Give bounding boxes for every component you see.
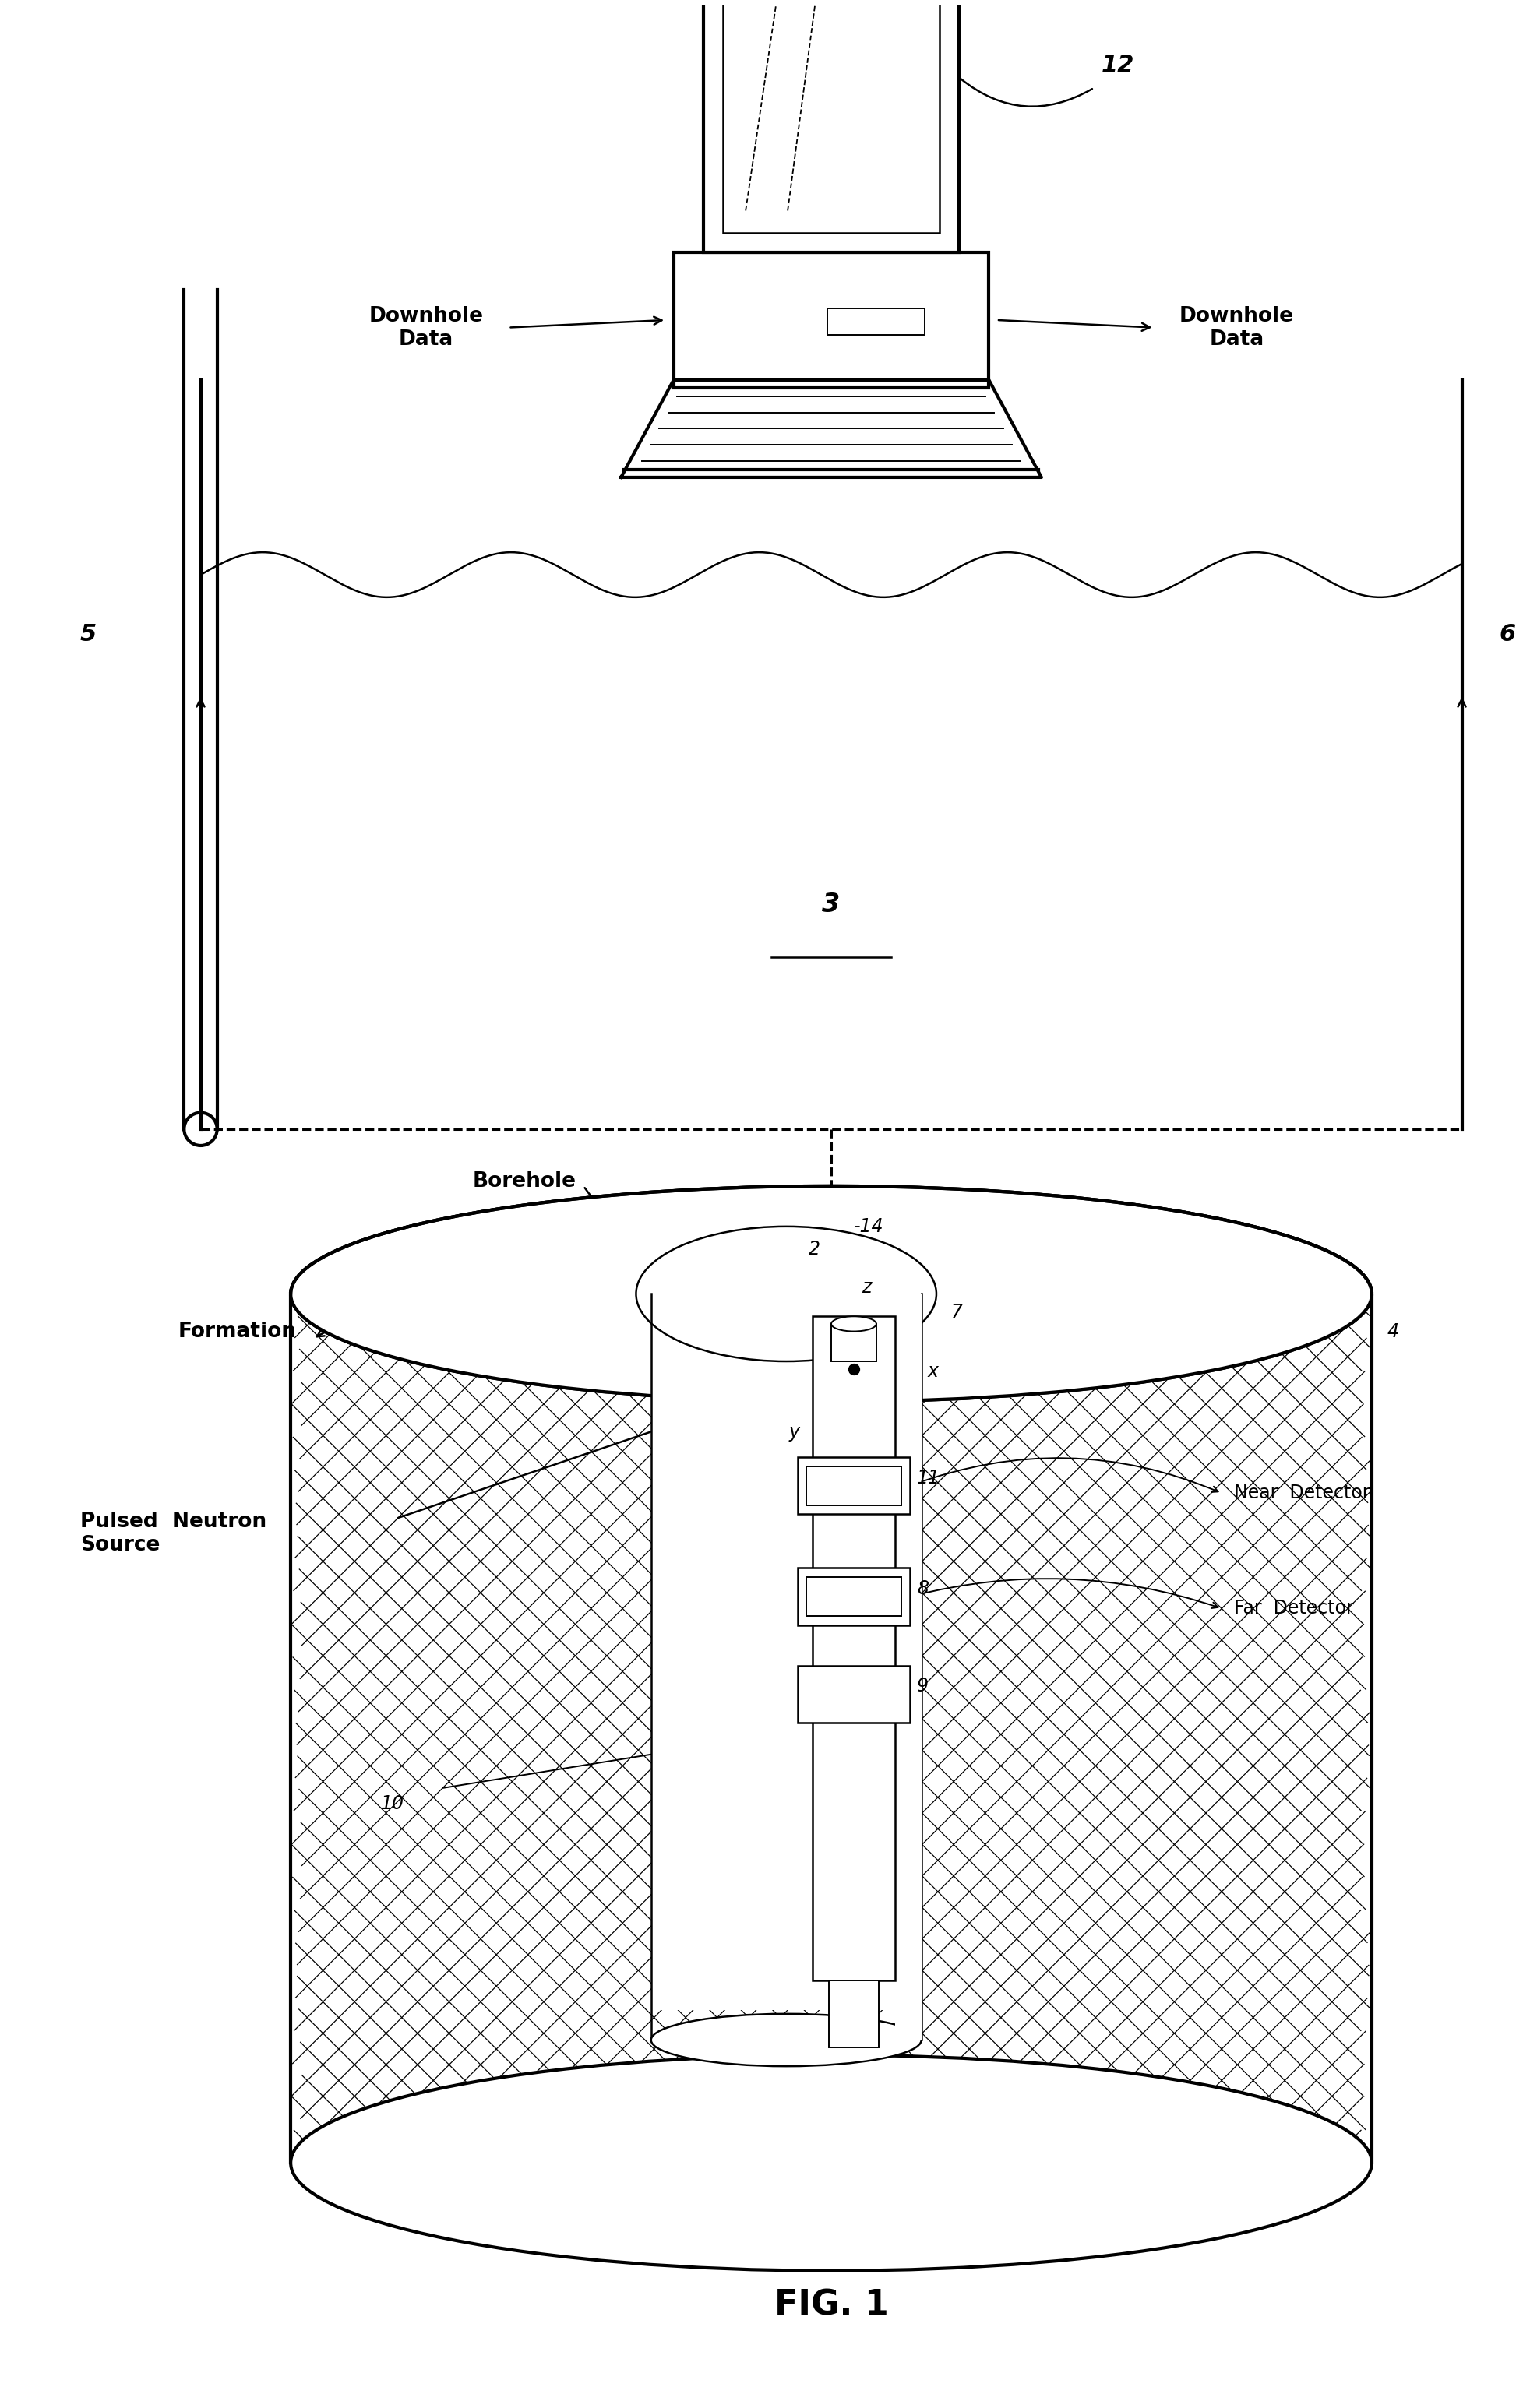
- Text: x: x: [928, 1363, 938, 1382]
- Text: Near  Detector: Near Detector: [1234, 1483, 1369, 1503]
- Bar: [798, 1568, 911, 1625]
- Text: 12: 12: [1101, 53, 1135, 77]
- Text: y: y: [789, 1423, 800, 1442]
- Ellipse shape: [291, 1187, 1372, 1401]
- Text: 3: 3: [822, 891, 841, 917]
- Text: 2: 2: [809, 1240, 821, 1259]
- Text: 4: 4: [1387, 1322, 1398, 1341]
- Ellipse shape: [832, 1317, 876, 1332]
- Text: 9: 9: [917, 1676, 929, 1695]
- Ellipse shape: [291, 1187, 1372, 1401]
- Polygon shape: [621, 380, 1042, 477]
- Text: -14: -14: [854, 1216, 883, 1235]
- Bar: [798, 1666, 911, 1722]
- Ellipse shape: [637, 1226, 937, 1361]
- Bar: [723, 0, 940, 234]
- Polygon shape: [291, 1293, 1372, 2271]
- Bar: [798, 1457, 911, 1515]
- Bar: [896, 1293, 921, 2040]
- Text: Pulsed  Neutron
Source: Pulsed Neutron Source: [81, 1512, 267, 1556]
- Bar: [832, 1324, 876, 1361]
- Bar: [812, 1317, 896, 1979]
- Text: Far  Detector: Far Detector: [1234, 1599, 1354, 1618]
- Bar: [704, 0, 959, 253]
- Text: Borehole: Borehole: [472, 1170, 576, 1192]
- Text: 10: 10: [381, 1794, 404, 1813]
- Bar: [650, 1293, 921, 2011]
- Text: 7: 7: [952, 1303, 963, 1322]
- Ellipse shape: [291, 2054, 1372, 2271]
- Bar: [827, 308, 924, 335]
- Text: 6: 6: [1500, 624, 1515, 645]
- Text: FIG. 1: FIG. 1: [774, 2288, 888, 2321]
- Text: Downhole
Data: Downhole Data: [369, 306, 483, 349]
- Text: 5: 5: [79, 624, 96, 645]
- Text: z: z: [862, 1279, 871, 1298]
- Ellipse shape: [650, 2013, 921, 2066]
- Text: 11: 11: [917, 1469, 940, 1488]
- Bar: [807, 1466, 902, 1505]
- Bar: [807, 1577, 902, 1616]
- Bar: [673, 253, 988, 388]
- Text: Downhole
Data: Downhole Data: [1179, 306, 1295, 349]
- Text: 8: 8: [917, 1580, 929, 1599]
- Bar: [829, 1979, 879, 2047]
- Text: Formation: Formation: [178, 1322, 297, 1341]
